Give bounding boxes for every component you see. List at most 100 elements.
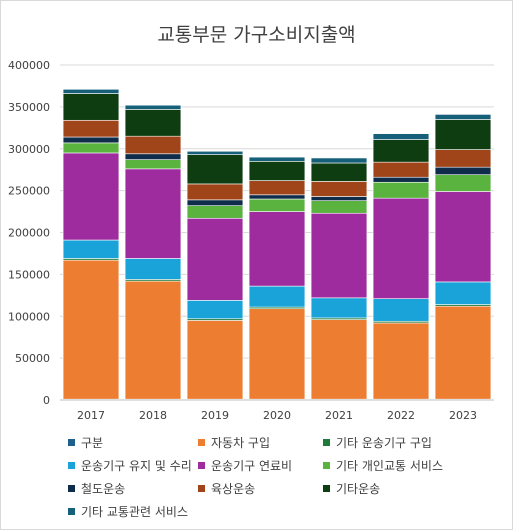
bar-segment [248, 156, 306, 162]
bar-segment [310, 297, 368, 319]
x-tick-label: 2018 [139, 409, 167, 422]
bar-segment [62, 119, 120, 138]
bar-segment [372, 322, 430, 400]
bar-segment [310, 200, 368, 214]
bar-segment [248, 211, 306, 287]
bar-segment [124, 109, 182, 137]
y-tick-label: 200000 [8, 227, 50, 240]
chart-title: 교통부문 가구소비지출액 [157, 24, 356, 46]
legend-label: 운송기구 유지 및 수리 [81, 458, 192, 473]
y-tick-label: 50000 [15, 352, 50, 365]
legend-label: 철도운송 [81, 481, 126, 496]
bar-segment [62, 136, 120, 144]
legend-swatch [198, 438, 205, 446]
bar-segment [186, 217, 244, 301]
legend-label: 기타 운송기구 구입 [336, 435, 432, 450]
bar-segment [310, 162, 368, 182]
bar-segment [186, 320, 244, 400]
bar-segment [124, 280, 182, 400]
bar-segment [248, 161, 306, 181]
legend-label: 자동차 구입 [211, 435, 271, 450]
bar-segment [124, 159, 182, 170]
legend-item: 기타 교통관련 서비스 [68, 503, 188, 519]
bar-segment [372, 181, 430, 199]
legend-swatch [198, 461, 205, 469]
legend-item: 운송기구 연료비 [198, 457, 292, 473]
legend-swatch [323, 461, 330, 469]
legend-item: 기타운송 [323, 480, 380, 496]
bar-segment [310, 181, 368, 197]
bar-segment [434, 149, 492, 168]
legend-label: 기타 교통관련 서비스 [81, 504, 188, 519]
y-tick-label: 150000 [8, 268, 50, 281]
bar-segment [372, 133, 430, 140]
x-tick-label: 2022 [387, 409, 415, 422]
legend-item: 철도운송 [68, 480, 125, 496]
legend-item: 기타 개인교통 서비스 [323, 457, 443, 473]
y-tick-label: 300000 [8, 143, 50, 156]
bar-segment [186, 183, 244, 201]
y-tick-label: 400000 [8, 59, 50, 72]
x-tick-label: 2019 [201, 409, 229, 422]
bar-segment [62, 93, 120, 121]
bar-segment [186, 300, 244, 320]
y-tick-label: 0 [43, 394, 50, 407]
legend-item: 구분 [68, 434, 103, 450]
bar-segment [124, 104, 182, 110]
x-tick-label: 2023 [449, 409, 477, 422]
bar-segment [62, 239, 120, 259]
bar-segment [372, 161, 430, 178]
x-tick-label: 2017 [77, 409, 105, 422]
legend-label: 운송기구 연료비 [211, 458, 293, 473]
legend-swatch [323, 484, 330, 492]
bar-segment [248, 285, 306, 308]
bar-segment [310, 196, 368, 201]
bar-segment [62, 152, 120, 241]
bar-segment [434, 114, 492, 120]
bar-segment [124, 258, 182, 280]
legend-swatch [198, 484, 205, 492]
legend-swatch [323, 438, 330, 446]
x-tick-label: 2020 [263, 409, 291, 422]
bar-segment [248, 194, 306, 200]
bar-segment [186, 154, 244, 185]
bar-segment [186, 150, 244, 155]
bar-segment [248, 180, 306, 196]
bar-segment [248, 308, 306, 400]
legend-item: 운송기구 유지 및 수리 [68, 457, 192, 473]
y-tick-label: 250000 [8, 185, 50, 198]
bar-segment [62, 88, 120, 94]
bar-segment [434, 281, 492, 305]
legend-swatch [68, 484, 75, 492]
bar-segment [248, 198, 306, 212]
legend-swatch [68, 461, 75, 469]
bar-segment [124, 168, 182, 259]
bar-segment [62, 259, 120, 400]
legend-swatch [68, 507, 75, 515]
bar-segment [434, 166, 492, 176]
bar-segment [124, 135, 182, 155]
bar-segment [186, 199, 244, 206]
legend-label: 기타운송 [336, 481, 381, 496]
legend-label: 기타 개인교통 서비스 [336, 458, 443, 473]
bar-segment [372, 197, 430, 299]
legend-item: 기타 운송기구 구입 [323, 434, 432, 450]
legend-item: 자동차 구입 [198, 434, 270, 450]
bar-segment [372, 176, 430, 183]
bar-segment [434, 119, 492, 150]
legend-swatch [68, 438, 75, 446]
bar-segment [434, 174, 492, 192]
bar-segment [124, 153, 182, 160]
y-tick-label: 350000 [8, 101, 50, 114]
y-tick-label: 100000 [8, 310, 50, 323]
bar-segment [62, 142, 120, 154]
legend-label: 육상운송 [211, 481, 256, 496]
bar-segment [186, 205, 244, 219]
legend-item: 육상운송 [198, 480, 255, 496]
bar-segment [310, 212, 368, 299]
legend-label: 구분 [81, 435, 104, 450]
bar-segment [310, 157, 368, 164]
bar-segment [372, 298, 430, 322]
bar-segment [310, 319, 368, 400]
